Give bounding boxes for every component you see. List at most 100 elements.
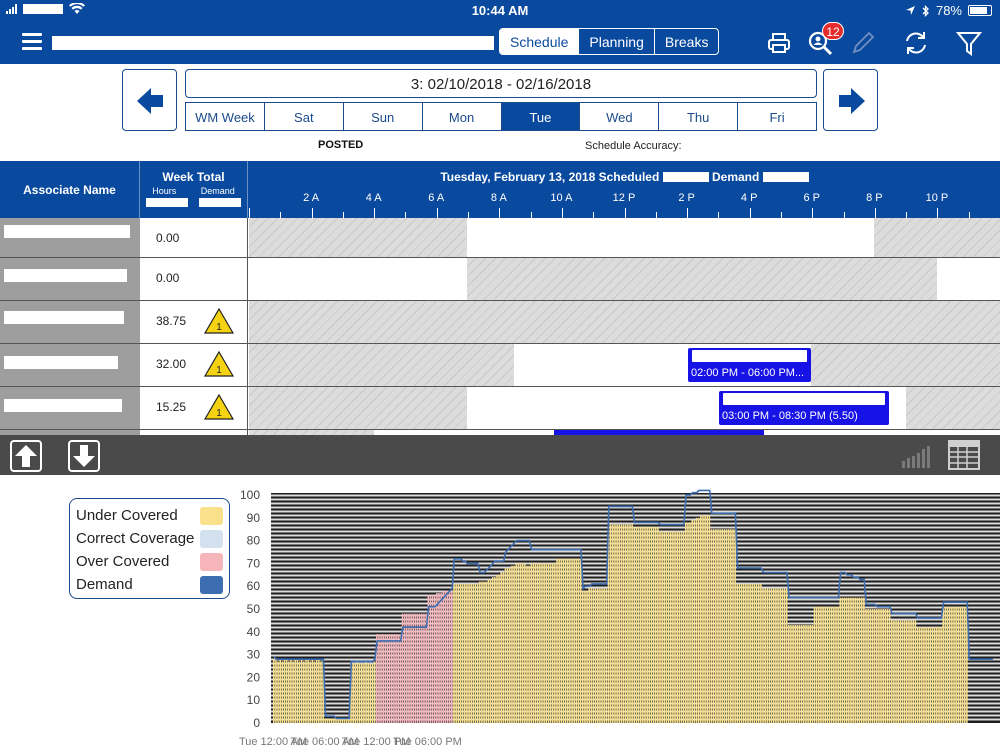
coverage-bar (294, 659, 297, 723)
scroll-down-button[interactable] (68, 440, 100, 472)
coverage-bar (826, 606, 829, 723)
print-icon[interactable] (765, 29, 793, 57)
coverage-bar (682, 531, 685, 723)
coverage-bar (637, 526, 640, 723)
coverage-bar (358, 663, 361, 723)
coverage-bar (436, 593, 438, 723)
coverage-bar (667, 531, 670, 723)
coverage-bar (403, 613, 406, 723)
store-title-redacted (52, 36, 494, 50)
warning-icon[interactable]: 1 (203, 393, 235, 421)
coverage-bar (946, 606, 949, 723)
table-view-icon[interactable] (947, 439, 981, 471)
shift-block[interactable]: 02:00 PM - 06:00 PM... (688, 348, 811, 382)
tab-wed[interactable]: Wed (579, 103, 658, 130)
unavailable-block (249, 387, 467, 429)
unavailable-block (811, 344, 1000, 386)
coverage-bar (697, 517, 700, 723)
tab-sun[interactable]: Sun (342, 103, 422, 130)
coverage-bar (556, 558, 558, 723)
coverage-bar (938, 627, 940, 723)
warning-icon[interactable]: 1 (203, 307, 235, 335)
associate-row[interactable]: 0.00 (0, 258, 1000, 301)
coverage-bar (330, 718, 333, 723)
week-range-selector[interactable]: 3: 02/10/2018 - 02/16/2018 (185, 69, 817, 98)
associate-row-partial (0, 430, 1000, 435)
associate-row[interactable]: 15.25 1 03:00 PM - 08:30 PM (5.50) (0, 387, 1000, 430)
coverage-bar (472, 583, 475, 723)
coverage-bar (910, 620, 912, 723)
menu-icon[interactable] (22, 33, 42, 51)
tab-tue[interactable]: Tue (500, 103, 580, 130)
coverage-bar (395, 634, 397, 723)
coverage-bar (863, 597, 865, 723)
coverage-bar (633, 526, 636, 723)
arrow-right-icon (839, 88, 865, 114)
associate-row[interactable]: 32.00 1 02:00 PM - 06:00 PM... (0, 344, 1000, 387)
coverage-bar (421, 613, 423, 723)
legend-swatch (200, 575, 223, 594)
coverage-bar (423, 613, 425, 723)
coverage-bar (549, 563, 552, 723)
shift-block[interactable]: 03:00 PM - 08:30 PM (5.50) (719, 391, 889, 425)
coverage-bar (360, 663, 363, 723)
coverage-bar (669, 531, 672, 723)
associate-name-header[interactable]: Associate Name (0, 161, 140, 218)
coverage-bar (566, 558, 569, 723)
arrow-up-icon (15, 445, 37, 467)
scroll-up-button[interactable] (10, 440, 42, 472)
chart-view-icon[interactable] (900, 443, 934, 469)
tab-fri[interactable]: Fri (737, 103, 816, 130)
next-week-button[interactable] (823, 69, 878, 131)
tab-planning[interactable]: Planning (578, 29, 654, 54)
associate-name-cell (0, 218, 140, 257)
coverage-bar (504, 568, 507, 723)
day-title: Tuesday, February 13, 2018 Scheduled Dem… (249, 170, 1000, 184)
coverage-bar (620, 524, 623, 723)
coverage-bar (337, 718, 339, 723)
warning-icon[interactable]: 1 (203, 350, 235, 378)
coverage-bar (511, 565, 513, 723)
tab-wm-week[interactable]: WM Week (195, 110, 255, 125)
edit-icon[interactable] (849, 29, 877, 57)
coverage-bar (592, 588, 595, 723)
coverage-bar (371, 663, 374, 723)
tab-sat[interactable]: Sat (263, 103, 343, 130)
unavailable-block (249, 301, 1000, 343)
coverage-bar (923, 627, 925, 723)
coverage-bar (614, 524, 616, 723)
coverage-bar (921, 627, 923, 723)
coverage-bar (963, 606, 966, 723)
coverage-bar (727, 529, 730, 723)
notification-badge[interactable]: 12 (822, 22, 844, 40)
coverage-bar (764, 588, 766, 723)
associate-row[interactable]: 0.00 (0, 218, 1000, 258)
coverage-bar (406, 613, 408, 723)
tab-schedule[interactable]: Schedule (500, 29, 579, 54)
coverage-bar (609, 524, 612, 723)
coverage-bar (925, 627, 927, 723)
tab-mon[interactable]: Mon (421, 103, 501, 130)
coverage-bar (283, 659, 286, 723)
coverage-bar (586, 590, 588, 723)
coverage-bar (446, 590, 449, 723)
coverage-bar (412, 613, 415, 723)
coverage-bar (545, 563, 548, 723)
coverage-bar (757, 583, 760, 723)
associate-row[interactable]: 38.75 1 (0, 301, 1000, 344)
bluetooth-icon (922, 4, 929, 17)
previous-week-button[interactable] (122, 69, 177, 131)
filter-icon[interactable] (955, 29, 983, 57)
coverage-bar (500, 572, 503, 723)
coverage-bar (730, 529, 732, 723)
coverage-bar (521, 563, 524, 723)
refresh-icon[interactable] (902, 29, 930, 57)
coverage-bar (307, 659, 309, 723)
associate-name-cell (0, 301, 140, 343)
coverage-bar (541, 563, 543, 723)
tab-thu[interactable]: Thu (658, 103, 737, 130)
view-segmented-control: Schedule Planning Breaks (499, 28, 720, 55)
tab-breaks[interactable]: Breaks (653, 29, 719, 54)
search-people-icon[interactable] (806, 29, 834, 57)
coverage-bar (700, 515, 702, 723)
